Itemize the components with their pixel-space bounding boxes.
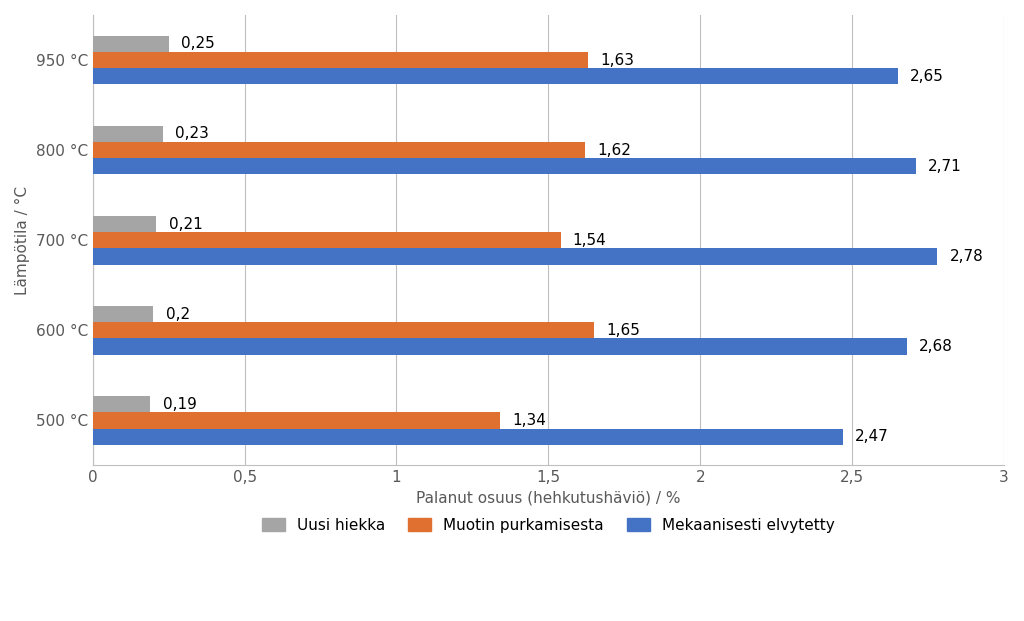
Bar: [93, 306, 154, 322]
Bar: [93, 216, 157, 232]
Bar: [93, 338, 907, 355]
Text: 2,68: 2,68: [920, 339, 953, 354]
Bar: [93, 412, 500, 428]
Text: 0,25: 0,25: [181, 37, 215, 52]
Text: 1,62: 1,62: [597, 143, 631, 158]
Bar: [93, 142, 585, 158]
Y-axis label: Lämpötila / °C: Lämpötila / °C: [15, 186, 30, 295]
Text: 2,71: 2,71: [928, 159, 962, 174]
Bar: [93, 52, 588, 68]
Bar: [93, 428, 843, 445]
Text: 0,21: 0,21: [169, 217, 203, 232]
Bar: [93, 158, 916, 175]
Bar: [93, 248, 937, 265]
Bar: [93, 322, 594, 338]
Text: 1,63: 1,63: [600, 53, 634, 68]
Bar: [93, 396, 151, 412]
Text: 2,65: 2,65: [910, 69, 944, 84]
Bar: [93, 36, 169, 52]
Text: 0,19: 0,19: [163, 397, 197, 412]
Text: 0,2: 0,2: [166, 307, 189, 322]
Text: 2,78: 2,78: [949, 249, 983, 264]
Legend: Uusi hiekka, Muotin purkamisesta, Mekaanisesti elvytetty: Uusi hiekka, Muotin purkamisesta, Mekaan…: [256, 512, 841, 539]
Bar: [93, 126, 163, 142]
Text: 2,47: 2,47: [855, 429, 889, 444]
Text: 1,65: 1,65: [606, 323, 640, 338]
Text: 1,34: 1,34: [512, 413, 546, 428]
Text: 0,23: 0,23: [175, 127, 209, 142]
X-axis label: Palanut osuus (hehkutushäviö) / %: Palanut osuus (hehkutushäviö) / %: [416, 491, 681, 506]
Bar: [93, 232, 560, 248]
Bar: [93, 68, 898, 84]
Text: 1,54: 1,54: [572, 233, 606, 248]
